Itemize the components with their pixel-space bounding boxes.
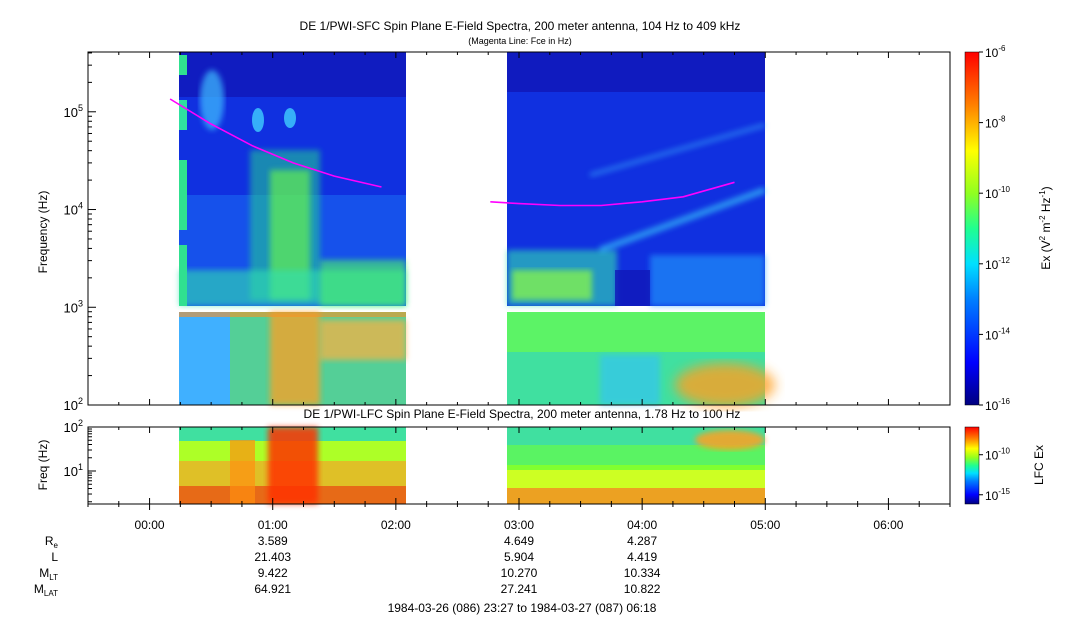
ephemeris-value: 4.287	[627, 534, 657, 548]
time-tick-label: 06:00	[873, 518, 903, 532]
time-tick-label: 05:00	[750, 518, 780, 532]
ephemeris-value: 9.422	[258, 566, 288, 580]
colorbar-tick-label: 10-8	[985, 115, 1006, 131]
fce-lines	[169, 98, 735, 207]
colorbar-tick-label: 10-10	[985, 185, 1010, 201]
ephemeris-row-label: MLT	[39, 566, 58, 582]
colorbar-tick-label: 10-16	[985, 397, 1010, 413]
lfc-y-label: Freq (Hz)	[36, 440, 50, 491]
time-axis: 00:00 01:00 02:00 03:00 04:00 05:00 06:00	[87, 52, 951, 532]
colorbar-tick-label: 10-6	[985, 44, 1006, 60]
ephemeris-row-label: MLAT	[34, 582, 58, 598]
sfc-title: DE 1/PWI-SFC Spin Plane E-Field Spectra,…	[300, 19, 741, 33]
ephemeris-value: 21.403	[254, 550, 291, 564]
fce-line-2	[490, 181, 735, 207]
colorbar-tick-label: 10-14	[985, 326, 1010, 342]
time-tick-label: 03:00	[504, 518, 534, 532]
ephemeris-value: 3.589	[258, 534, 288, 548]
time-tick-label: 04:00	[627, 518, 657, 532]
sfc-subtitle: (Magenta Line: Fce in Hz)	[468, 36, 572, 46]
time-tick-label: 01:00	[258, 518, 288, 532]
ephemeris-value: 27.241	[501, 582, 538, 596]
lfc-colorbar-label: LFC Ex	[1032, 445, 1046, 485]
lfc-y-tick-label: 102	[64, 418, 83, 435]
sfc-y-label: Frequency (Hz)	[36, 191, 50, 274]
lfc-y-axis: 102 101	[64, 418, 96, 503]
sfc-y-tick-label: 103	[64, 298, 83, 315]
sfc-colorbar-label: Ex (V2 m-2 Hz-1)	[1038, 186, 1053, 269]
sfc-y-tick-label: 102	[64, 396, 83, 413]
ephemeris-value: 10.270	[501, 566, 538, 580]
sfc-panel: 102 103 104 105 Frequency (Hz)	[36, 51, 951, 413]
ephemeris-value: 4.419	[627, 550, 657, 564]
ephemeris-value: 64.921	[254, 582, 291, 596]
lfc-colorbar-tick-label: 10-15	[985, 487, 1010, 503]
sfc-y-axis: 102 103 104 105	[64, 52, 96, 413]
sfc-colorbar-ticks: 10-6 10-8 10-10 10-12 10-14 10-16	[979, 44, 1010, 413]
sfc-spectrogram	[179, 52, 775, 407]
lfc-title: DE 1/PWI-LFC Spin Plane E-Field Spectra,…	[304, 407, 741, 421]
time-range-label: 1984-03-26 (086) 23:27 to 1984-03-27 (08…	[388, 601, 657, 615]
lfc-colorbar: 10-10 10-15 LFC Ex	[964, 426, 1046, 505]
lfc-y-tick-label: 101	[64, 462, 83, 479]
ephemeris-row-label: Re	[45, 534, 59, 550]
ephemeris-row-label: L	[51, 550, 58, 564]
sfc-y-tick-label: 104	[64, 201, 83, 218]
fce-line-1	[169, 98, 382, 188]
ephemeris-table: Re 3.589 4.649 4.287 L 21.403 5.904 4.419 MLT 9.4…	[34, 534, 661, 598]
ephemeris-value: 4.649	[504, 534, 534, 548]
lfc-spectrogram	[179, 427, 765, 504]
lfc-colorbar-ticks: 10-10 10-15	[979, 447, 1010, 503]
colorbar-tick-label: 10-12	[985, 256, 1010, 272]
lfc-colorbar-tick-label: 10-10	[985, 447, 1010, 463]
ephemeris-value: 10.822	[624, 582, 661, 596]
sfc-colorbar: 10-6 10-8 10-10 10-12 10-14 10-16 Ex (V2 m-2 …	[964, 44, 1053, 413]
sfc-y-tick-label: 105	[64, 103, 83, 120]
lfc-panel: 102 101 Freq (Hz)	[36, 418, 951, 505]
time-tick-label: 02:00	[381, 518, 411, 532]
ephemeris-value: 5.904	[504, 550, 534, 564]
ephemeris-value: 10.334	[624, 566, 661, 580]
time-tick-label: 00:00	[135, 518, 165, 532]
